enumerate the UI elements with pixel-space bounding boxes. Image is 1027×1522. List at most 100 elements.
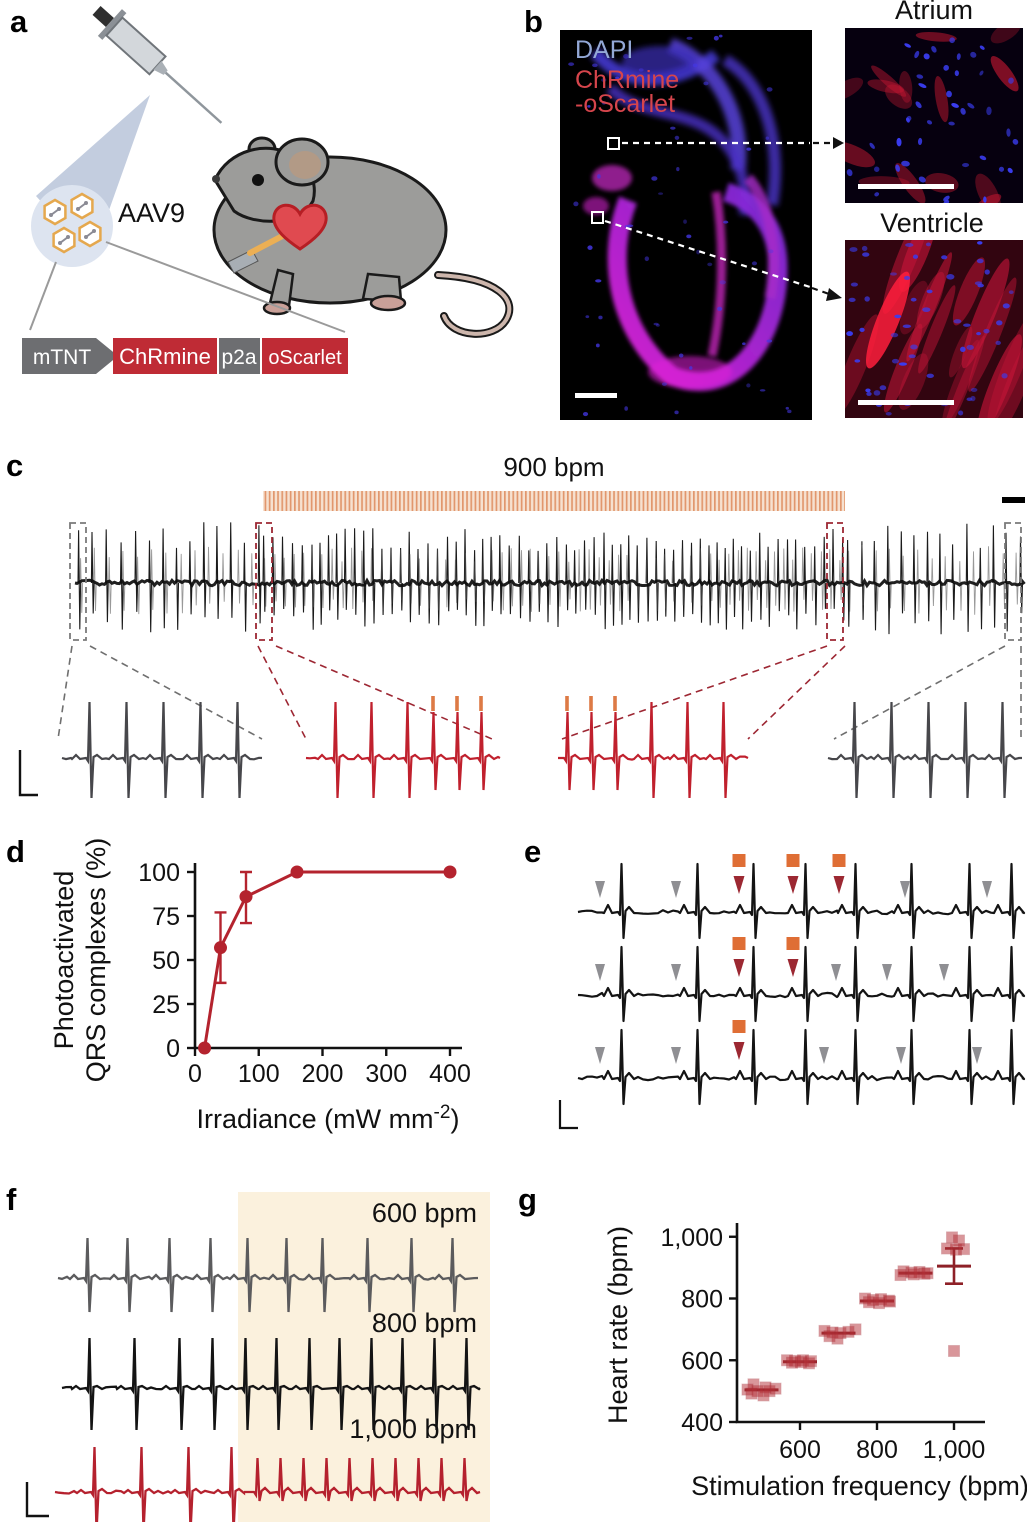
trace-label-800bpm: 800 bpm [372, 1308, 477, 1338]
photoactivated-arrow-icon [733, 1042, 745, 1060]
data-point [198, 1041, 212, 1055]
data-point [803, 1357, 815, 1370]
trace-label-600bpm: 600 bpm [372, 1198, 477, 1228]
data-point [873, 1297, 885, 1310]
panel-label-a: a [10, 4, 28, 39]
panel-label-d: d [6, 834, 25, 869]
y-tick-label: 100 [138, 859, 180, 887]
p-wave-arrow-icon [939, 964, 949, 981]
photoactivated-arrow-icon [833, 876, 845, 894]
panel-a-schematic: AAV9 mTNT ChRmine p2a oScarlet [22, 6, 514, 374]
photoactivated-arrow-icon [787, 959, 799, 977]
g-ylabel: Heart rate (bpm) [603, 1226, 633, 1424]
zoom-fan-line [57, 645, 73, 740]
ecg-trace [577, 945, 1026, 1023]
ecg-inset-paced [558, 701, 749, 799]
data-point [831, 1332, 844, 1345]
ecg-inset-sinus [61, 701, 263, 799]
data-point [918, 1267, 931, 1280]
zoom-fan-line [89, 645, 263, 740]
trace-label-1000bpm: 1,000 bpm [349, 1414, 477, 1444]
arrow-ventricle-dashed [604, 219, 811, 289]
construct-linker-label: p2a [221, 346, 256, 369]
p-wave-arrow-icon [595, 881, 605, 898]
leader-line [105, 241, 346, 333]
data-point [757, 1389, 770, 1402]
data-point [239, 890, 253, 904]
x-tick-label: 300 [365, 1060, 407, 1088]
panel-label-e: e [524, 834, 542, 869]
x-tick-label: 800 [856, 1436, 898, 1464]
data-point [884, 1295, 896, 1308]
scale-bar-l [558, 1100, 578, 1130]
stim-square-icon [786, 937, 800, 950]
x-tick-label: 0 [188, 1060, 202, 1088]
region-box-ventricle [591, 211, 604, 224]
stim-tick [565, 696, 569, 711]
axes [193, 863, 462, 1050]
data-point [443, 865, 457, 879]
stim-tick [479, 696, 483, 711]
data-point [907, 1268, 920, 1281]
stim-tick [613, 696, 617, 711]
arrowhead-icon [826, 288, 842, 301]
stain-label-chrmine: ChRmine [575, 66, 679, 94]
x-tick-label: 600 [779, 1436, 821, 1464]
mouse-eye [252, 174, 264, 186]
ecg-trace [577, 862, 1026, 940]
p-wave-arrow-icon [900, 881, 910, 898]
stim-square-icon [786, 854, 800, 867]
mouse-foot-hind [369, 294, 407, 312]
ventricle-micrograph [845, 240, 1023, 418]
data-point [745, 1387, 758, 1400]
panel-e-ecg-rows [558, 854, 1026, 1130]
x-tick-label: 400 [429, 1060, 471, 1088]
zoom-region-box [1004, 522, 1022, 641]
virus-label: AAV9 [118, 198, 185, 228]
panel-label-f: f [6, 1182, 17, 1217]
construct-diagram: mTNT ChRmine p2a oScarlet [22, 338, 348, 374]
p-wave-arrow-icon [595, 964, 605, 981]
p-wave-arrow-icon [896, 1047, 906, 1064]
stim-square-icon [832, 854, 846, 867]
construct-gene1-box [113, 338, 217, 374]
g-xlabel: Stimulation frequency (bpm) [691, 1471, 1027, 1501]
data-point [290, 865, 304, 879]
syringe-icon [92, 6, 223, 124]
y-tick-label: 1,000 [660, 1224, 723, 1252]
p-wave-arrow-icon [831, 964, 841, 981]
panel-g-chart: 600 800 1,000 400 600 800 1,000 Heart rate (bp… [603, 1223, 1027, 1501]
data-point [894, 1269, 907, 1282]
construct-promoter-label: mTNT [33, 346, 91, 369]
scale-bar [858, 400, 954, 405]
d-xlabel: Irradiance (mW mm-2) [197, 1102, 460, 1134]
zoom-fan-line [747, 645, 846, 740]
ecg-600bpm [57, 1237, 479, 1313]
stim-square-icon [732, 937, 746, 950]
stain-label-dapi: DAPI [575, 36, 633, 64]
p-wave-arrow-icon [982, 881, 992, 898]
panel-b-micrographs: DAPI ChRmine -oScarlet Atrium Ventricle [560, 0, 1023, 420]
mouse-ear-inner [289, 151, 321, 179]
data-point [769, 1382, 782, 1395]
scale-bar [858, 184, 954, 189]
heart-icon [272, 203, 328, 251]
y-tick-label: 0 [166, 1035, 180, 1063]
ecg-full-trace [74, 522, 1026, 635]
inset-title-atrium: Atrium [895, 0, 973, 25]
y-tick-label: 50 [152, 947, 180, 975]
mouse-nose [212, 175, 220, 183]
data-point [849, 1323, 862, 1336]
stim-frequency-label: 900 bpm [503, 452, 604, 482]
stim-train-bar [263, 491, 845, 511]
ecg-1000bpm-sinus [54, 1446, 246, 1522]
aav-particles-icon [43, 192, 102, 254]
data-point [948, 1344, 960, 1357]
ecg-1000bpm-paced [244, 1457, 481, 1502]
p-wave-arrow-icon [671, 881, 681, 898]
zoom-region-box [826, 522, 844, 641]
leader-line [29, 261, 57, 331]
aav-vesicle [31, 185, 113, 267]
region-box-atrium [607, 137, 620, 150]
construct-gene2-label: oScarlet [268, 347, 342, 369]
